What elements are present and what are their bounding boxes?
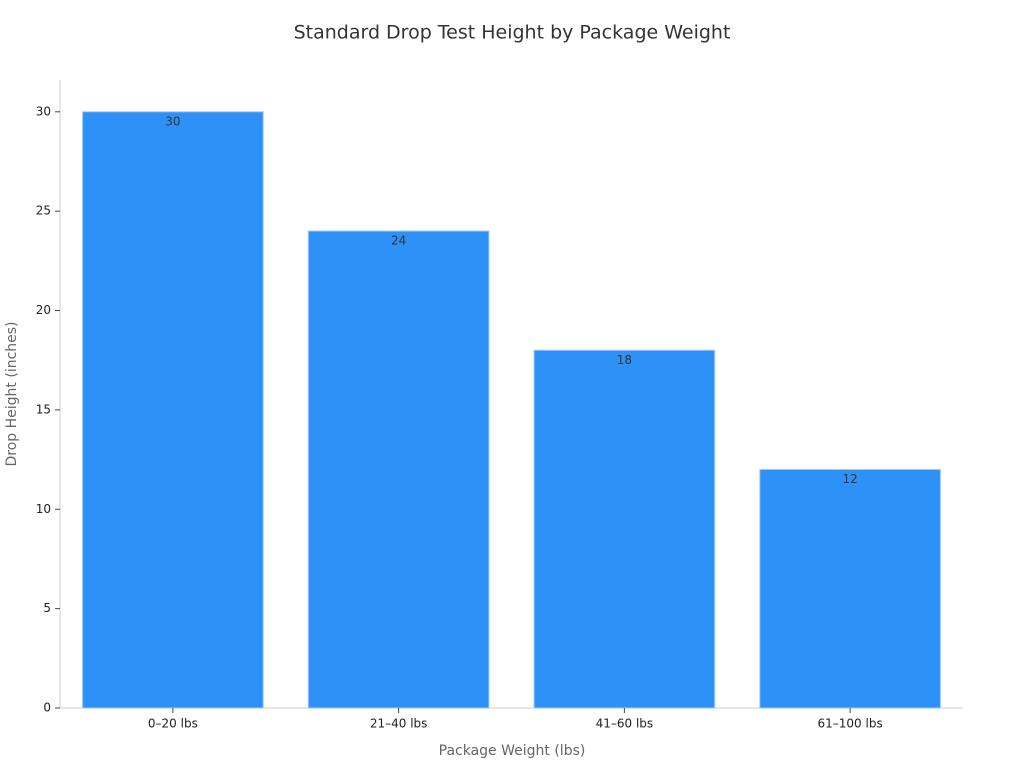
y-tick-label: 20 — [36, 303, 51, 317]
chart-title: Standard Drop Test Height by Package Wei… — [294, 22, 731, 44]
bar — [82, 111, 264, 709]
y-tick-label: 25 — [36, 204, 51, 218]
data-label: 18 — [617, 353, 632, 367]
x-tick-label: 0–20 lbs — [148, 717, 198, 731]
bar — [759, 469, 941, 709]
bar — [307, 230, 490, 709]
x-axis-label: Package Weight (lbs) — [439, 743, 586, 759]
y-tick-label: 15 — [36, 402, 51, 416]
y-tick-label: 30 — [36, 104, 51, 118]
y-tick-label: 10 — [36, 502, 51, 516]
y-tick-label: 5 — [43, 601, 51, 615]
data-label: 12 — [842, 472, 857, 486]
x-tick-label: 41–60 lbs — [596, 717, 654, 731]
x-tick-label: 61–100 lbs — [818, 717, 883, 731]
data-label: 30 — [165, 114, 180, 128]
x-tick-label: 21–40 lbs — [370, 717, 428, 731]
data-label: 24 — [391, 234, 406, 248]
y-axis-label: Drop Height (inches) — [4, 321, 20, 466]
y-tick-label: 0 — [43, 701, 51, 715]
bar — [533, 349, 716, 709]
